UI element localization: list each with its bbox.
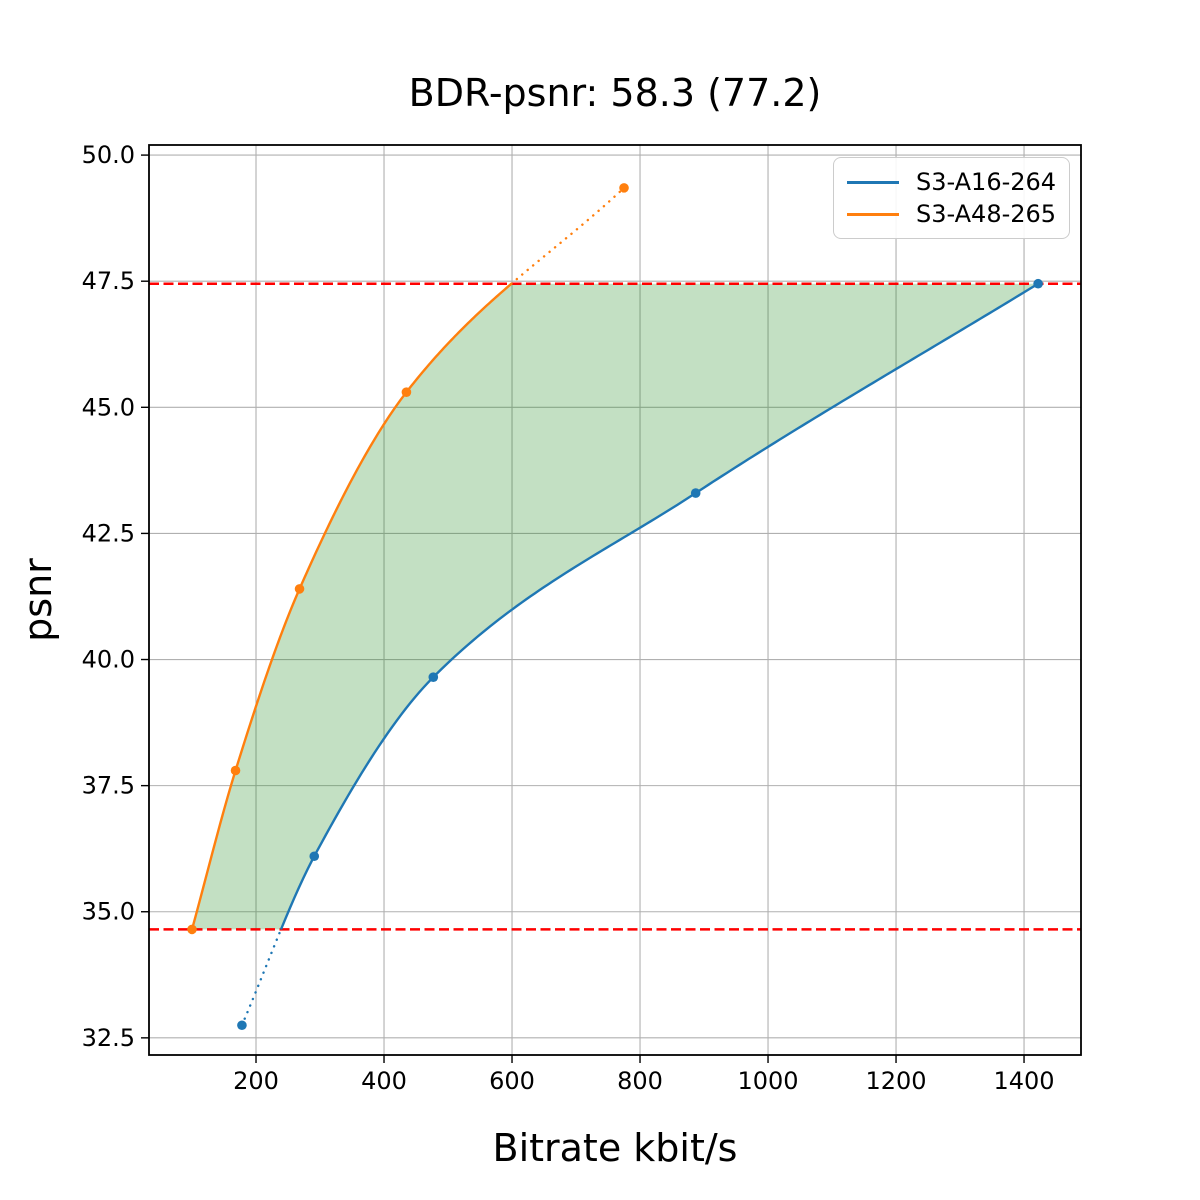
legend-item: S3-A16-264 [834, 166, 1069, 198]
data-point-s3-a16-264 [690, 488, 701, 498]
data-point-s3-a16-264 [309, 851, 320, 862]
x-tick-label: 800 [617, 1067, 663, 1095]
data-point-s3-a48-265 [187, 924, 197, 935]
data-point-s3-a48-265 [294, 584, 305, 594]
legend-label: S3-A48-265 [916, 200, 1057, 228]
series-line-dotted-s3-a48-265 [510, 186, 626, 285]
y-tick-label: 45.0 [82, 393, 135, 421]
y-tick-label: 35.0 [82, 898, 135, 926]
series-line-dotted-s3-a16-264 [240, 928, 283, 1027]
x-tick-label: 200 [233, 1067, 279, 1095]
y-tick-label: 37.5 [82, 772, 135, 800]
legend-line-swatch [847, 212, 899, 216]
x-axis-label: Bitrate kbit/s [492, 1126, 738, 1170]
series-line-s3-a48-265 [190, 282, 513, 930]
y-axis-label: psnr [16, 558, 60, 642]
plot-frame [148, 144, 1082, 1056]
legend: S3-A16-264 S3-A48-265 [833, 157, 1070, 239]
data-point-s3-a16-264 [237, 1020, 247, 1031]
x-tick-label: 1000 [737, 1067, 798, 1095]
data-point-s3-a48-265 [230, 765, 241, 776]
y-tick-label: 50.0 [82, 141, 135, 169]
x-tick-label: 600 [489, 1067, 535, 1095]
y-tick-label: 32.5 [82, 1024, 135, 1052]
data-point-s3-a16-264 [428, 672, 439, 682]
data-point-s3-a48-265 [619, 183, 629, 193]
x-tick-label: 1200 [865, 1067, 926, 1095]
legend-label: S3-A16-264 [916, 168, 1057, 196]
y-tick-label: 47.5 [82, 267, 135, 295]
x-tick-label: 1400 [993, 1067, 1054, 1095]
chart-title: BDR-psnr: 58.3 (77.2) [408, 71, 822, 115]
legend-line-swatch [847, 180, 899, 184]
series-line-s3-a16-264 [279, 282, 1039, 930]
legend-item: S3-A48-265 [834, 198, 1069, 230]
data-point-s3-a16-264 [1033, 278, 1043, 289]
y-tick-label: 42.5 [82, 519, 135, 547]
y-tick-label: 40.0 [82, 646, 135, 674]
data-point-s3-a48-265 [401, 387, 412, 397]
x-tick-label: 400 [361, 1067, 407, 1095]
bd-shaded-region [192, 283, 1039, 930]
